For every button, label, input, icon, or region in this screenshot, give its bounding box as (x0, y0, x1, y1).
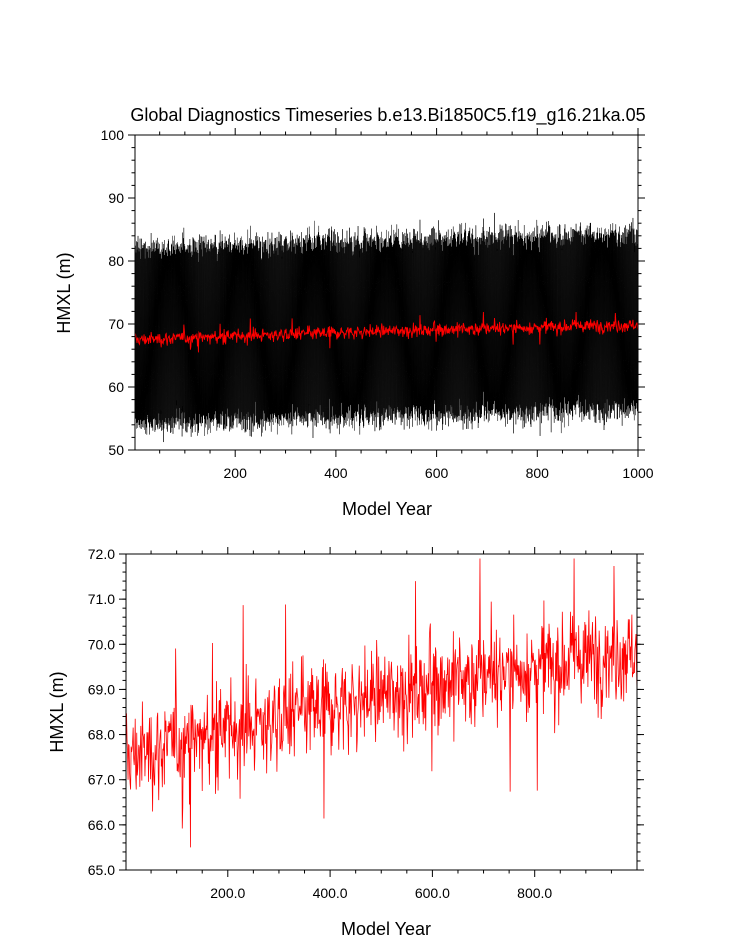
y-tick-label: 69.0 (88, 681, 115, 697)
y-tick-label: 60 (108, 379, 124, 395)
y-tick-label: 70.0 (88, 636, 115, 652)
x-tick-label: 400.0 (313, 885, 348, 901)
top-panel: 50 60 70 80 90 100 200 400 600 800 1000 Model Year… (54, 127, 654, 519)
y-tick-label: 50 (108, 442, 124, 458)
y-tick-label: 65.0 (88, 862, 115, 878)
series-annual-line (125, 558, 638, 848)
top-xlabel: Model Year (342, 499, 432, 519)
x-tick-label: 400 (324, 465, 348, 481)
y-tick-label: 68.0 (88, 727, 115, 743)
top-ticks: 50 60 70 80 90 100 200 400 600 800 1000 (101, 127, 654, 481)
x-tick-label: 200.0 (210, 885, 245, 901)
y-tick-label: 90 (108, 190, 124, 206)
y-tick-label: 66.0 (88, 817, 115, 833)
bottom-frame (125, 553, 638, 871)
series-monthly-line (134, 212, 639, 443)
bottom-ylabel: HMXL (m) (47, 671, 67, 752)
top-plot-area (134, 212, 639, 443)
x-tick-label: 800.0 (517, 885, 552, 901)
x-tick-label: 800 (526, 465, 550, 481)
bottom-ticks: 65.0 66.0 67.0 68.0 69.0 70.0 71.0 72.0 200.0 400… (88, 546, 644, 901)
bottom-panel: 65.0 66.0 67.0 68.0 69.0 70.0 71.0 72.0 200.0 400… (47, 546, 644, 939)
chart-title: Global Diagnostics Timeseries b.e13.Bi18… (130, 105, 645, 126)
x-tick-label: 1000 (622, 465, 653, 481)
y-tick-label: 100 (101, 127, 125, 143)
y-tick-label: 71.0 (88, 591, 115, 607)
bottom-plot-area (125, 558, 638, 848)
top-ylabel: HMXL (m) (54, 252, 74, 333)
y-tick-label: 80 (108, 253, 124, 269)
x-tick-label: 600 (425, 465, 449, 481)
x-tick-label: 600.0 (415, 885, 450, 901)
series-annual-line (134, 312, 639, 353)
y-tick-label: 72.0 (88, 546, 115, 562)
bottom-xlabel: Model Year (341, 919, 431, 939)
x-tick-label: 200 (224, 465, 248, 481)
y-tick-label: 70 (108, 316, 124, 332)
y-tick-label: 67.0 (88, 772, 115, 788)
